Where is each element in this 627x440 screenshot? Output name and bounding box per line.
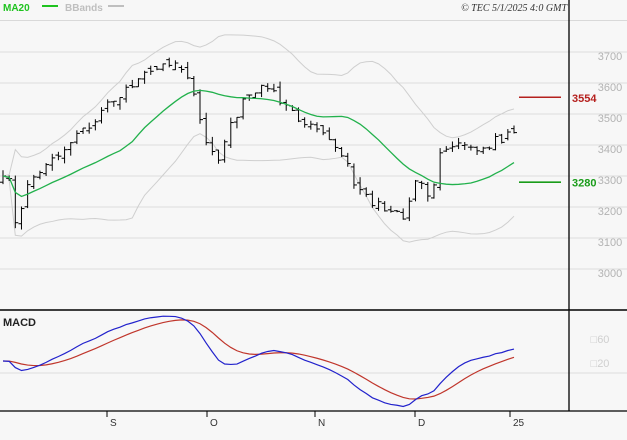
svg-text:□20: □20 xyxy=(591,358,610,370)
svg-text:3100: 3100 xyxy=(598,237,622,249)
svg-text:3300: 3300 xyxy=(598,175,622,187)
svg-text:3700: 3700 xyxy=(598,51,622,63)
svg-text:3000: 3000 xyxy=(598,268,622,280)
svg-text:25: 25 xyxy=(513,418,525,429)
svg-text:3280: 3280 xyxy=(572,178,596,190)
svg-text:3400: 3400 xyxy=(598,144,622,156)
svg-text:3600: 3600 xyxy=(598,82,622,94)
svg-text:D: D xyxy=(418,418,425,429)
svg-text:O: O xyxy=(210,418,218,429)
svg-text:S: S xyxy=(110,418,117,429)
svg-text:3500: 3500 xyxy=(598,113,622,125)
svg-text:3200: 3200 xyxy=(598,206,622,218)
svg-text:3554: 3554 xyxy=(572,93,597,105)
svg-text:MACD: MACD xyxy=(3,317,36,329)
svg-text:□60: □60 xyxy=(591,334,610,346)
svg-text:N: N xyxy=(318,418,325,429)
